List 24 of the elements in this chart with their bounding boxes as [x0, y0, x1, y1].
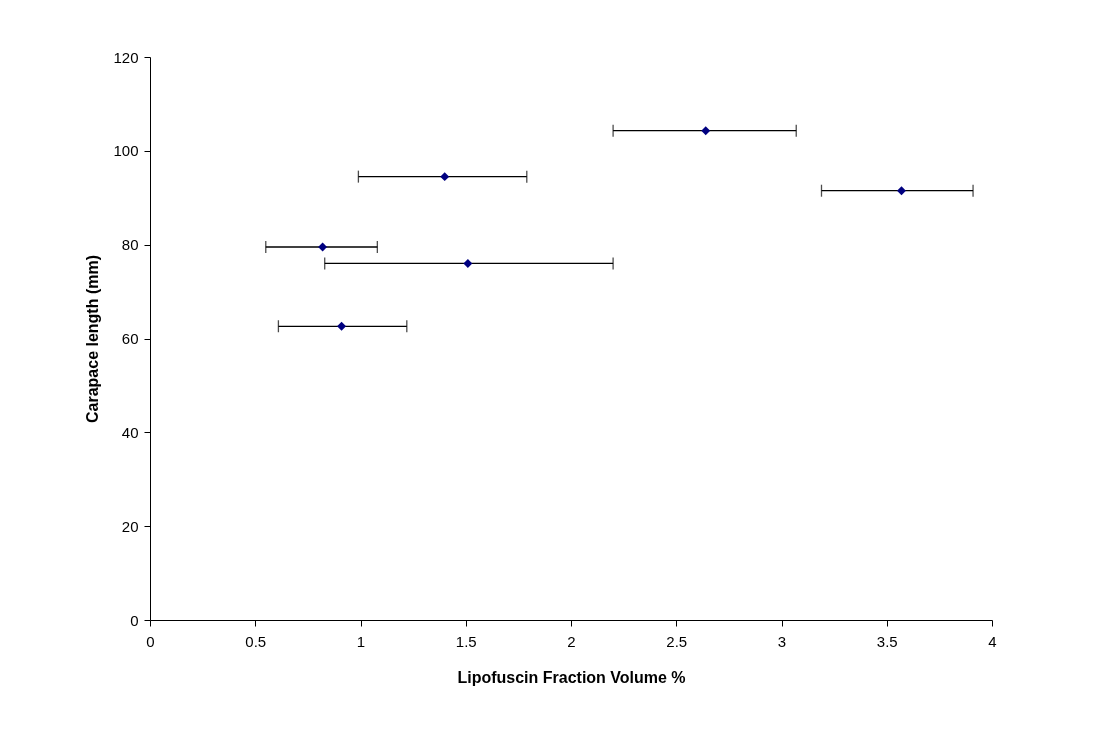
x-tick-label: 1.5: [455, 632, 477, 650]
y-tick-label: 40: [121, 423, 139, 441]
x-tick-label: 1: [356, 632, 366, 650]
y-tick-label: 100: [113, 142, 139, 160]
x-tick-label: 2: [567, 632, 576, 650]
y-axis-title: Carapace length (mm): [84, 254, 102, 424]
point: [337, 321, 347, 331]
x-tick-label: 3: [777, 632, 787, 650]
point: [318, 242, 328, 252]
x-axis-title: Lipofuscin Fraction Volume %: [457, 668, 686, 686]
point: [440, 172, 450, 182]
y-tick-label: 60: [121, 330, 139, 347]
y-tick-label: 80: [121, 236, 139, 254]
x-tick-label: 0: [146, 632, 155, 650]
x-tick-label: 0.5: [245, 632, 267, 650]
x-tick-label: 3.5: [876, 632, 898, 650]
point: [897, 186, 906, 196]
point: [463, 258, 473, 268]
x-tick-label: 4: [988, 632, 997, 650]
y-tick-label: 20: [121, 517, 139, 535]
x-tick-label: 2.5: [666, 632, 688, 650]
y-tick-label: 0: [130, 611, 139, 629]
y-tick-label: 120: [113, 48, 139, 66]
point: [701, 126, 711, 136]
